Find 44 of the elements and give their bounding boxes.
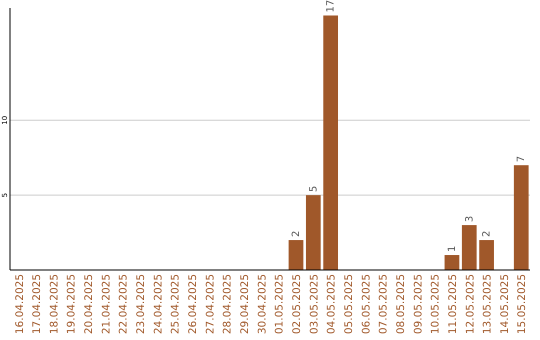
x-tick-label: 19.04.2025 (66, 274, 78, 334)
bar (462, 225, 477, 270)
bar (444, 255, 460, 270)
data-label: 2 (482, 230, 493, 238)
x-tick-label: 11.05.2025 (446, 274, 459, 334)
x-tick-label: 13.05.2025 (482, 274, 494, 334)
x-tick-label: 12.05.2025 (464, 274, 476, 334)
x-tick-label: 10.05.2025 (430, 274, 442, 334)
x-tick-label: 05.05.2025 (342, 274, 355, 334)
x-tick-label: 06.05.2025 (360, 274, 372, 334)
bar (479, 240, 494, 270)
x-tick-label: 20.04.2025 (83, 274, 96, 334)
data-label: 7 (516, 156, 528, 162)
x-tick-label: 29.04.2025 (239, 274, 252, 334)
x-tick-label: 16.04.2025 (14, 274, 26, 334)
data-label: 5 (308, 186, 320, 192)
x-tick-label: 27.04.2025 (204, 274, 216, 334)
bar (514, 165, 529, 270)
x-tick-label: 25.04.2025 (170, 274, 182, 334)
x-tick-label: 15.05.2025 (516, 274, 528, 334)
data-label: 2 (290, 230, 302, 238)
data-label: 3 (464, 216, 476, 222)
data-label: 17 (326, 0, 337, 12)
x-tick-label: 09.05.2025 (412, 274, 424, 334)
bar (306, 195, 321, 270)
x-tick-label: 02.05.2025 (290, 274, 303, 334)
x-tick-label: 24.04.2025 (152, 274, 164, 334)
x-tick-label: 18.04.2025 (48, 274, 60, 334)
x-tick-label: 03.05.2025 (308, 274, 320, 334)
x-tick-label: 07.05.2025 (378, 274, 390, 334)
x-tick-label: 14.05.2025 (498, 274, 511, 334)
data-label: 1 (446, 246, 458, 252)
x-tick-label: 21.04.2025 (100, 274, 112, 334)
x-tick-label: 23.04.2025 (135, 274, 148, 334)
x-tick-label: 22.04.2025 (118, 274, 130, 334)
x-tick-label: 26.04.2025 (187, 274, 200, 334)
x-tick-label: 28.04.2025 (222, 274, 234, 334)
bar (323, 15, 338, 270)
x-tick-label: 08.05.2025 (394, 274, 407, 334)
bar (288, 240, 304, 270)
x-tick-label: 17.04.2025 (31, 274, 44, 334)
x-tick-label: 01.05.2025 (274, 274, 286, 334)
x-tick-label: 30.04.2025 (256, 274, 268, 334)
x-tick-label: 04.05.2025 (326, 274, 338, 334)
